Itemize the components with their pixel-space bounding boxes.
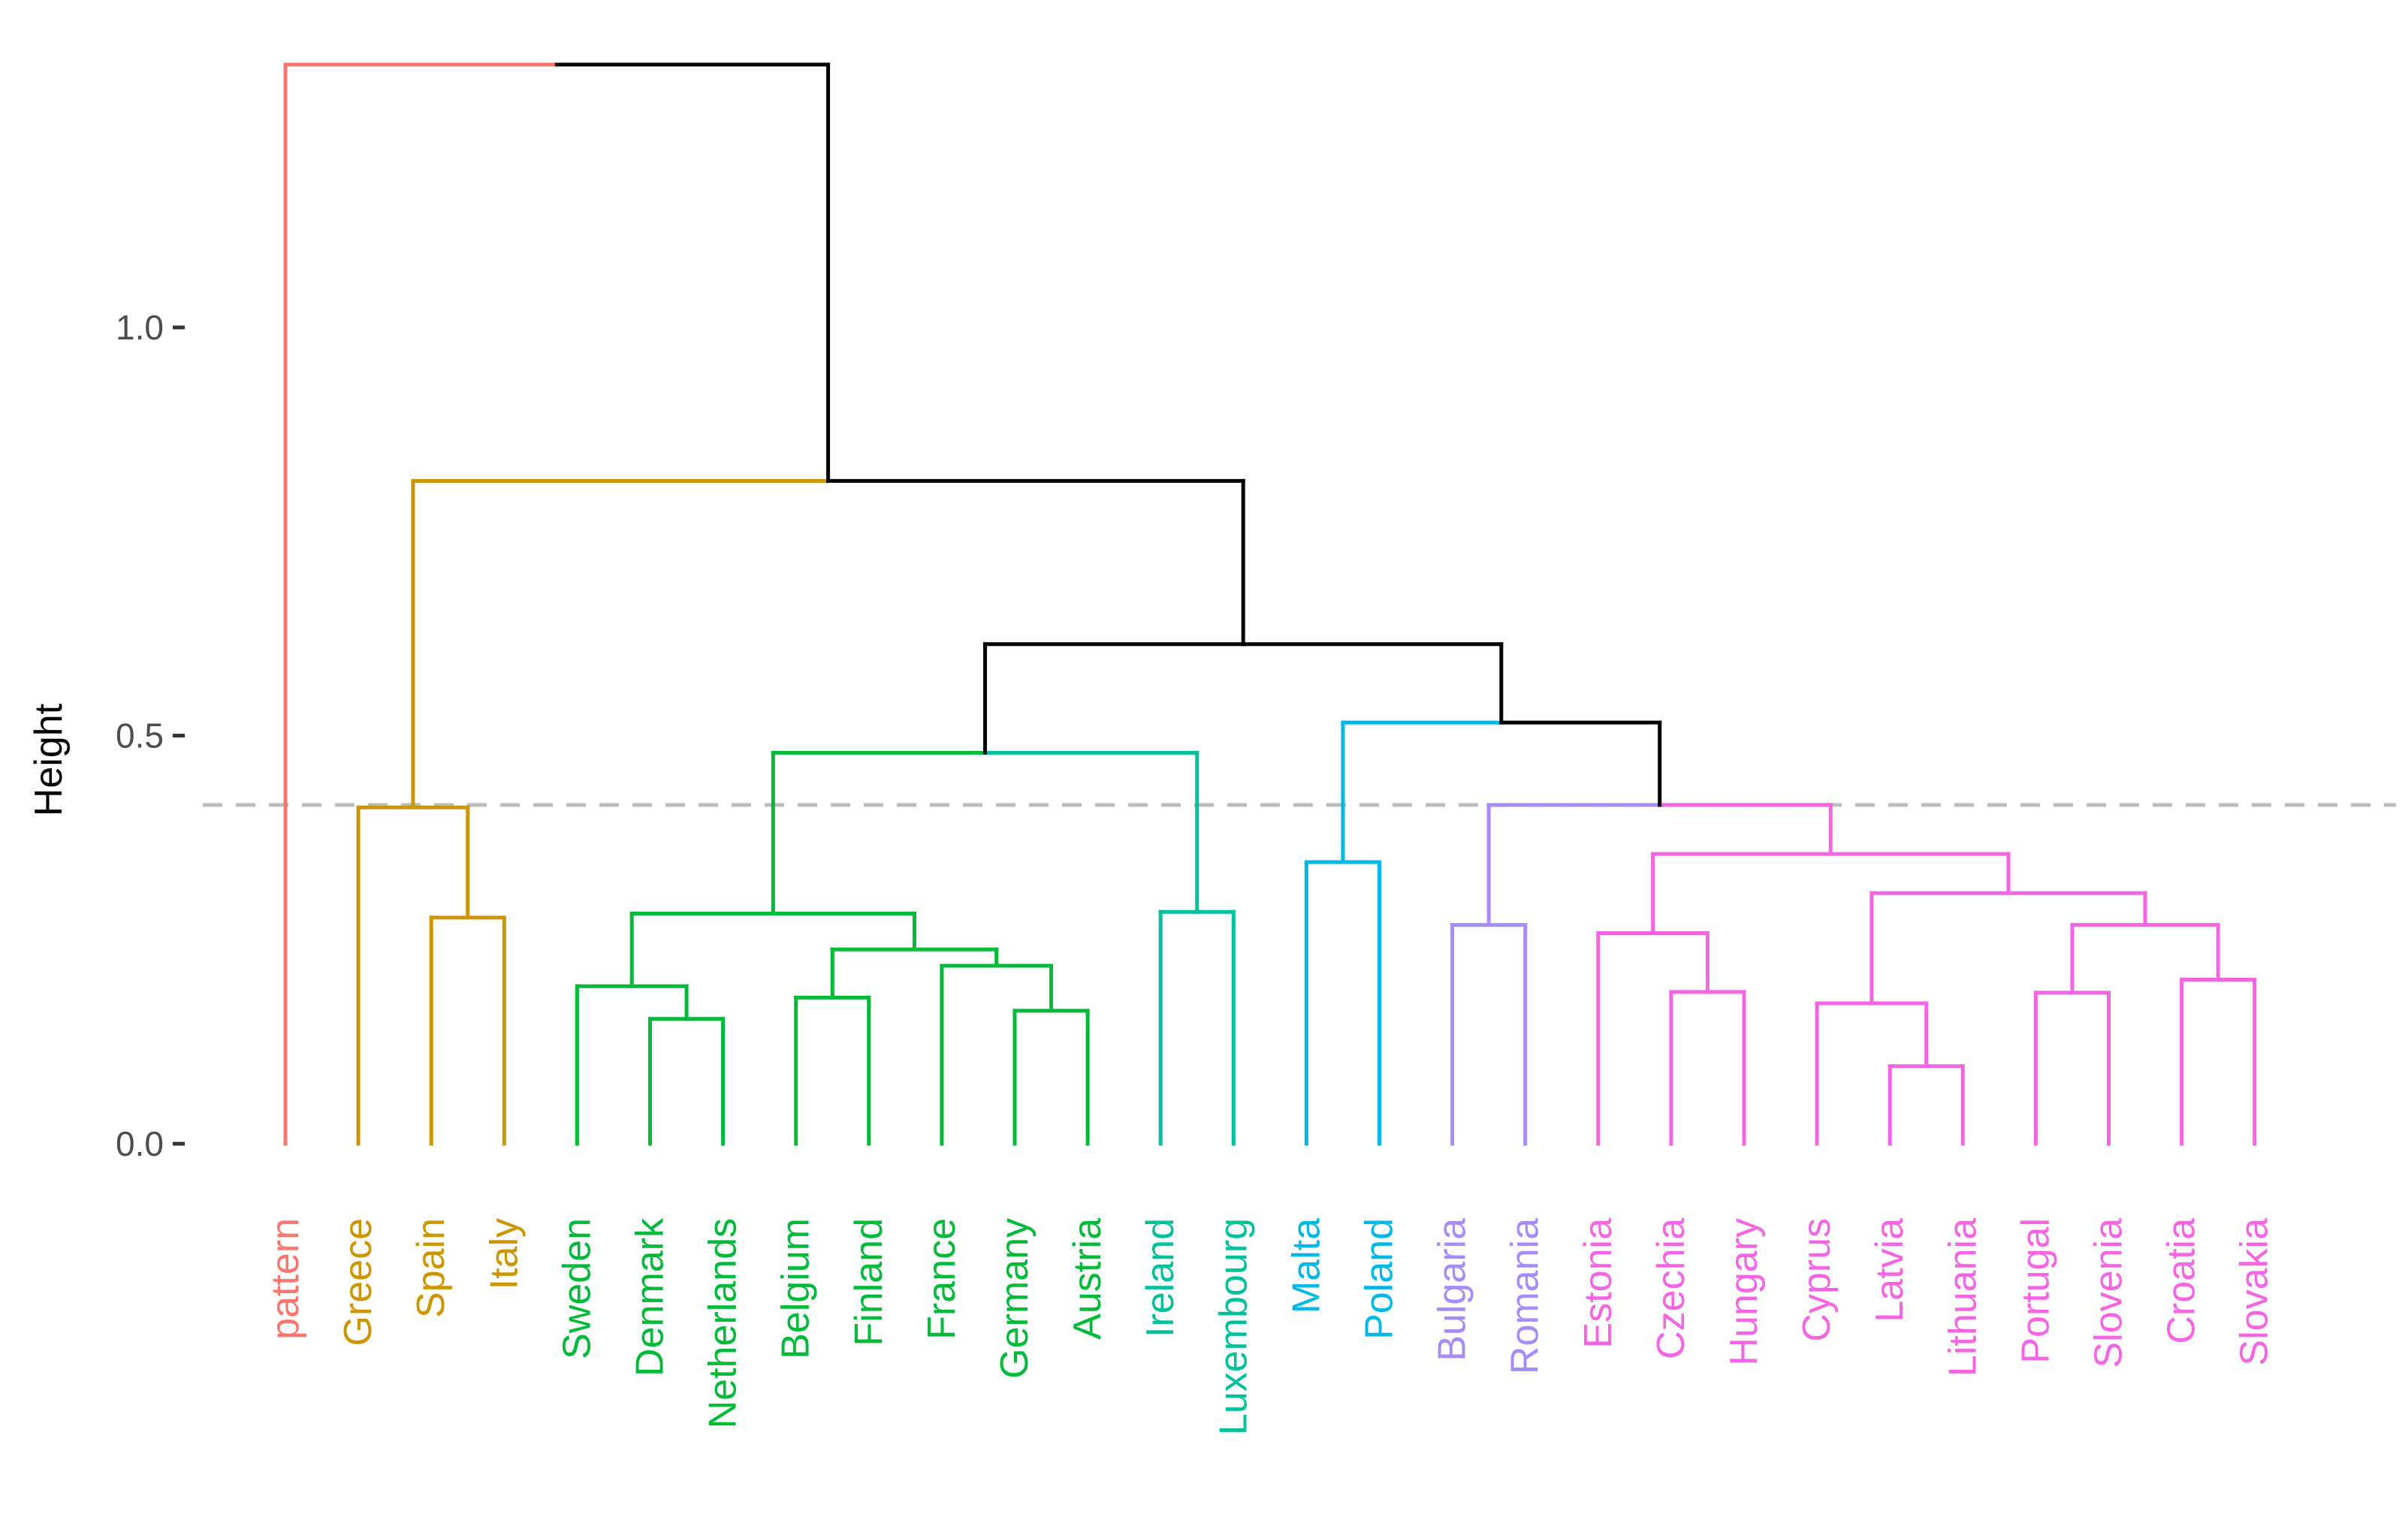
leaf-label: Italy (482, 1218, 526, 1289)
leaf-label: Luxembourg (1212, 1218, 1255, 1435)
leaf-label: Poland (1358, 1218, 1402, 1340)
y-tick-label: 0.0 (116, 1124, 164, 1163)
leaf-label: Greece (336, 1218, 380, 1347)
y-tick-label: 0.5 (116, 716, 164, 755)
leaf-label: Ireland (1139, 1218, 1182, 1337)
leaf-label: Denmark (629, 1217, 672, 1377)
leaf-label: Austria (1066, 1218, 1109, 1340)
leaf-label: Slovenia (2087, 1218, 2131, 1368)
leaf-label: Germany (993, 1218, 1037, 1379)
y-tick-label: 1.0 (116, 308, 164, 347)
y-axis-title: Height (27, 703, 71, 816)
leaf-label: Slovakia (2233, 1218, 2277, 1366)
leaf-label: France (920, 1218, 964, 1340)
leaf-label: Belgium (774, 1218, 818, 1359)
leaf-label: pattern (264, 1218, 307, 1340)
leaf-label: Estonia (1577, 1218, 1620, 1349)
leaf-label: Spain (409, 1218, 453, 1318)
branch-layer (283, 62, 2257, 1146)
leaf-label: Malta (1284, 1218, 1328, 1313)
y-axis: 0.0 0.5 1.0 (116, 308, 185, 1163)
leaf-label: Finland (847, 1218, 891, 1347)
leaf-label: Netherlands (702, 1218, 745, 1428)
leaf-label: Romania (1504, 1218, 1547, 1374)
leaf-label: Lithuania (1941, 1218, 1984, 1377)
leaf-label: Bulgaria (1431, 1218, 1474, 1362)
leaf-label: Latvia (1868, 1218, 1912, 1322)
leaf-label: Sweden (555, 1218, 599, 1359)
leaf-label: Portugal (2014, 1218, 2057, 1364)
leaf-label: Cyprus (1795, 1218, 1839, 1342)
leaf-label: Hungary (1722, 1218, 1766, 1366)
leaf-label: Czechia (1649, 1218, 1693, 1359)
leaf-label: Croatia (2160, 1218, 2204, 1344)
leaf-labels: pattern Greece Spain Italy Sweden Denmark Neth… (264, 1217, 2277, 1435)
